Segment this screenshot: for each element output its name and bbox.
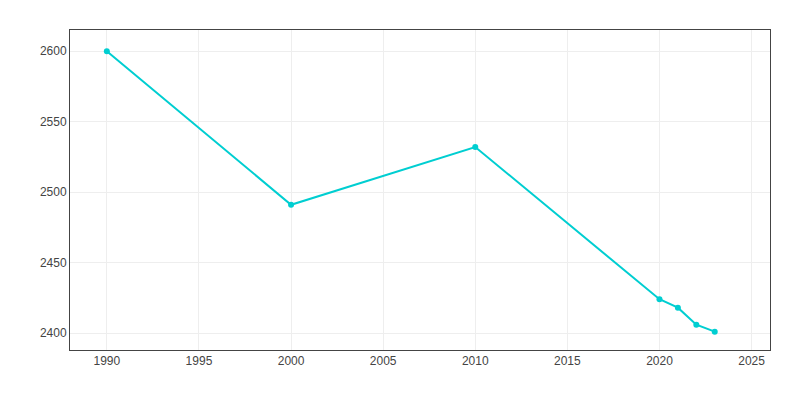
svg-text:2500: 2500 [40,185,67,199]
svg-text:2010: 2010 [462,354,489,368]
svg-text:2000: 2000 [278,354,305,368]
svg-text:2005: 2005 [370,354,397,368]
svg-text:1995: 1995 [186,354,213,368]
svg-text:2550: 2550 [40,115,67,129]
svg-text:2400: 2400 [40,326,67,340]
svg-text:2450: 2450 [40,256,67,270]
svg-text:2015: 2015 [554,354,581,368]
svg-text:1990: 1990 [93,354,120,368]
svg-text:2020: 2020 [646,354,673,368]
svg-text:2600: 2600 [40,44,67,58]
svg-text:2025: 2025 [738,354,765,368]
